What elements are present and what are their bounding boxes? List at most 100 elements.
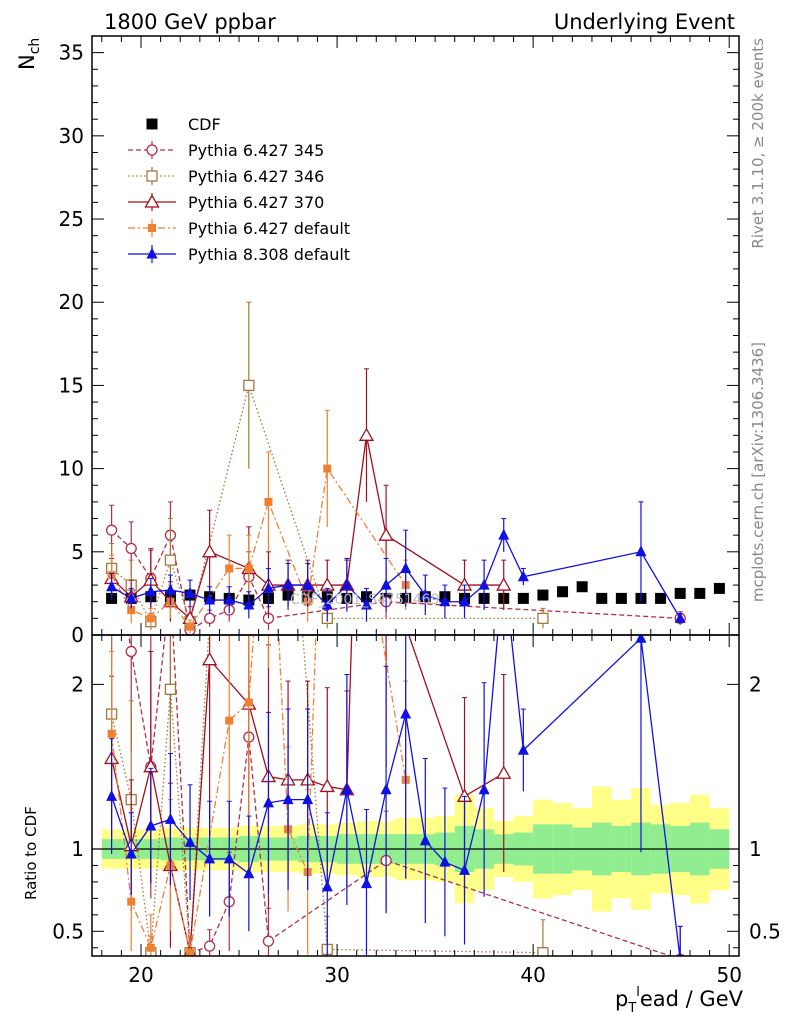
data-point — [282, 793, 294, 805]
data-point — [223, 852, 235, 864]
data-point — [202, 651, 218, 666]
data-point — [380, 578, 392, 590]
data-point — [264, 417, 272, 425]
data-point — [204, 852, 216, 864]
data-point — [321, 598, 333, 610]
data-point — [243, 867, 255, 879]
y-tick-label-right: 2 — [749, 672, 762, 696]
data-point — [439, 595, 451, 607]
data-point — [146, 614, 155, 623]
data-point — [186, 948, 195, 956]
legend-label: CDF — [188, 115, 221, 134]
data-point — [498, 528, 510, 540]
data-point — [655, 592, 667, 604]
data-point — [321, 880, 333, 892]
data-point — [243, 598, 255, 610]
data-point — [244, 564, 253, 573]
y-tick-label: 35 — [59, 41, 84, 65]
data-point — [202, 543, 218, 558]
legend-item: CDF — [146, 115, 221, 134]
data-point — [186, 622, 195, 631]
data-point — [302, 793, 314, 805]
series-line — [110, 635, 681, 956]
data-point — [360, 151, 373, 163]
data-point — [341, 783, 353, 795]
main-y-axis-label: Nch — [15, 38, 43, 70]
data-point — [537, 612, 549, 625]
rivet-version-label: Rivet 3.1.10, ≥ 200k events — [749, 38, 767, 249]
data-point — [674, 611, 686, 623]
data-point — [319, 778, 335, 793]
data-point — [341, 578, 353, 590]
data-point — [244, 698, 253, 707]
series-line — [111, 383, 543, 625]
data-point — [557, 586, 569, 598]
data-point — [400, 561, 412, 573]
data-point — [203, 940, 216, 952]
data-point — [262, 581, 274, 593]
x-tick-label: 20 — [128, 963, 153, 987]
legend: CDF Pythia 6.427 345 Pythia 6.427 346 Pythi… — [128, 115, 350, 264]
legend-item: Pythia 6.427 370 — [128, 193, 324, 212]
legend-marker — [146, 247, 158, 259]
legend-marker — [148, 224, 156, 232]
y-tick-label: 30 — [59, 124, 84, 148]
data-point — [537, 947, 549, 956]
data-point — [360, 598, 372, 610]
data-point — [105, 524, 118, 536]
data-point — [164, 812, 176, 824]
data-point — [596, 592, 608, 604]
series-line — [111, 533, 681, 619]
watermark: CDF_2001_S4751469 — [290, 592, 439, 608]
data-point — [125, 847, 137, 859]
main-plot-panel: CDF_2001_S4751469 0 5 10 15 20 25 30 35 CDF Pyth… — [59, 35, 740, 647]
data-point — [517, 743, 529, 755]
data-point — [517, 570, 529, 582]
data-point — [694, 587, 706, 599]
y-tick-label: 0.5 — [52, 919, 84, 943]
data-point — [262, 796, 274, 808]
legend-item: Pythia 6.427 345 — [128, 141, 324, 160]
y-tick-label-right: 1 — [749, 837, 762, 861]
data-point — [635, 545, 647, 557]
series-line — [111, 529, 681, 632]
data-point — [419, 588, 431, 600]
data-point — [243, 379, 255, 392]
legend-label: Pythia 6.427 346 — [188, 167, 324, 186]
data-point — [223, 593, 235, 605]
data-point — [302, 578, 314, 590]
legend-item: Pythia 6.427 default — [128, 219, 350, 238]
data-point — [439, 855, 451, 867]
data-point — [400, 707, 412, 719]
x-tick-label: 30 — [324, 963, 349, 987]
data-point — [225, 564, 234, 573]
data-point — [478, 578, 490, 590]
y-tick-label: 2 — [71, 672, 84, 696]
ratio-plot-panel: 20 30 40 500.5 0.51 12 2 — [52, 151, 781, 987]
legend-label: Pythia 8.308 default — [188, 245, 350, 264]
x-axis-label: pTlead / GeV — [615, 985, 744, 1016]
y-tick-label: 5 — [71, 540, 84, 564]
data-point — [496, 765, 512, 779]
data-point — [713, 582, 725, 594]
data-point — [419, 834, 431, 846]
data-point — [459, 595, 471, 607]
series-pythia-6-427-345 — [105, 501, 686, 635]
data-point — [107, 729, 116, 738]
data-point — [125, 645, 137, 658]
mcplots-label: mcplots.cern.ch [arXiv:1306.3436] — [749, 342, 767, 602]
header-right-title: Underlying Event — [554, 10, 735, 34]
legend-marker — [144, 194, 160, 208]
y-tick-label: 0 — [71, 623, 84, 647]
data-point — [125, 542, 137, 555]
y-tick-label-right: 0.5 — [749, 919, 781, 943]
data-point — [264, 497, 273, 506]
data-point — [184, 586, 196, 598]
data-point — [184, 835, 196, 847]
data-point — [127, 897, 136, 906]
legend-label: Pythia 6.427 345 — [188, 141, 324, 160]
data-point — [323, 464, 332, 473]
data-point — [635, 635, 647, 643]
data-point — [146, 943, 155, 952]
